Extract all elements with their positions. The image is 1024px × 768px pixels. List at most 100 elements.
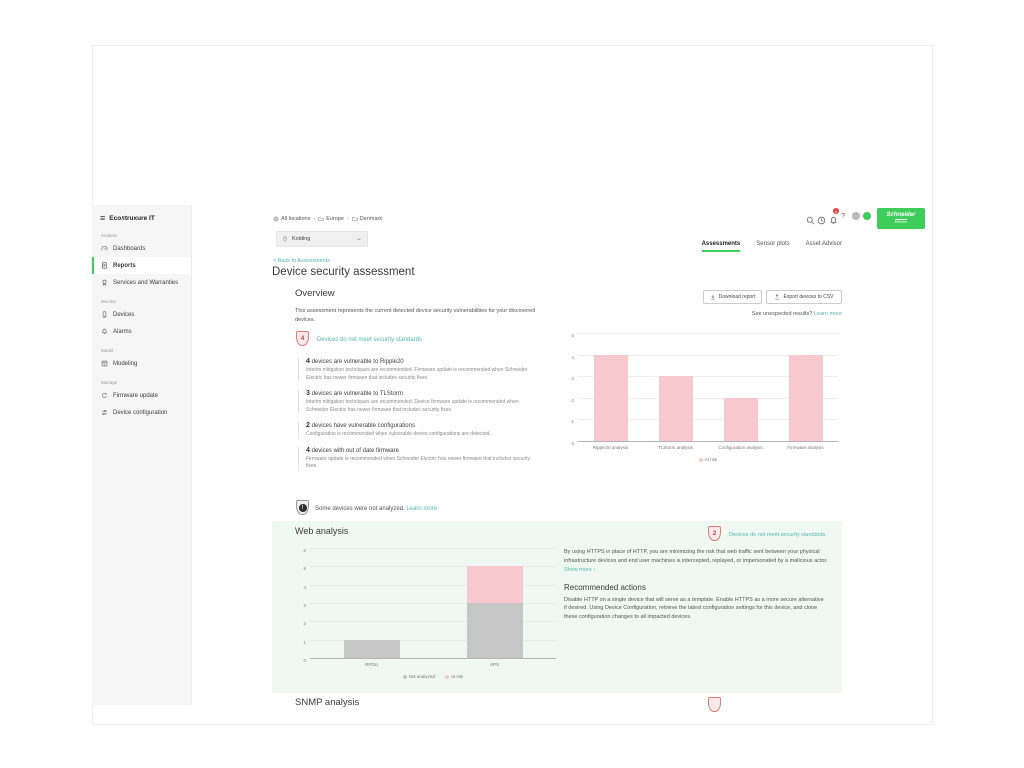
sidebar-item-label: Modeling: [113, 360, 138, 367]
notification-count-badge: 4: [833, 208, 839, 214]
location-select[interactable]: Kolding: [276, 231, 368, 247]
y-tick-label: 3: [303, 603, 306, 608]
device-icon: [102, 311, 107, 318]
not-analyzed-text: Some devices were not analyzed.: [315, 506, 405, 512]
recommended-actions-text: Disable HTTP on a single device that wil…: [564, 596, 824, 620]
folder-icon: [318, 217, 324, 222]
show-more-link[interactable]: Show more ›: [564, 567, 596, 574]
sliders-icon: [102, 410, 107, 415]
sidebar-item-label: Alarms: [113, 328, 132, 335]
download-report-button[interactable]: Download report: [703, 290, 762, 304]
chart-legend: Not analyzed At risk: [310, 674, 556, 679]
sidebar-item-label: Device configuration: [113, 409, 168, 416]
status-green-dot-icon[interactable]: [863, 212, 871, 220]
breadcrumb-denmark[interactable]: Denmark: [352, 216, 382, 222]
sidebar-item-device-configuration[interactable]: Device configuration: [92, 404, 191, 421]
x-category-label: UPS: [489, 662, 500, 667]
web-analysis-detail: By using HTTPS in place of HTTP, you are…: [564, 548, 828, 621]
sidebar-item-modeling[interactable]: Modeling: [92, 355, 191, 372]
finding-title: devices with out of date firmware: [311, 447, 399, 454]
sidebar-item-reports[interactable]: Reports: [92, 257, 191, 274]
report-tabs: Assessments Sensor plots Asset Advisor: [560, 241, 842, 252]
bar-segment-at-risk: [593, 354, 628, 441]
sidebar-item-label: Services and Warranties: [113, 279, 179, 286]
bar-segment-not-analyzed: [466, 603, 523, 658]
finding-configurations: 2 devices have vulnerable configurations…: [298, 422, 550, 439]
help-icon[interactable]: ?: [841, 211, 846, 220]
breadcrumb-europe[interactable]: Europe: [318, 216, 344, 222]
search-icon[interactable]: [806, 212, 815, 225]
legend-item: At risk: [698, 457, 717, 462]
export-icon: [775, 294, 780, 300]
vulnerability-findings-list: 4 devices are vulnerable to Ripple20 Int…: [298, 358, 550, 479]
y-tick-label: 1: [571, 419, 574, 425]
tab-sensor-plots[interactable]: Sensor plots: [756, 241, 790, 247]
x-category-label: Firmware analysis: [787, 445, 824, 450]
sidebar-item-services-and-warranties[interactable]: Services and Warranties: [92, 274, 191, 291]
gridline: [578, 376, 838, 378]
unexpected-results-note: See unexpected results? Learn more: [600, 310, 842, 319]
hamburger-menu-icon[interactable]: ≡: [100, 213, 106, 223]
globe-icon: [273, 216, 279, 222]
chart-legend: At risk: [578, 457, 838, 462]
export-devices-csv-button[interactable]: Export devices to CSV: [766, 290, 842, 304]
learn-more-link[interactable]: Learn more: [406, 506, 438, 512]
finding-description: Configuration is recommended when vulner…: [306, 431, 491, 437]
legend-color-dot: [444, 674, 449, 679]
breadcrumb: All locations › Europe › Denmark: [273, 216, 382, 222]
sidebar-section-analyze: Analyze: [101, 233, 118, 238]
security-risk-shield-badge: 4: [296, 331, 309, 346]
tab-asset-advisor[interactable]: Asset Advisor: [805, 241, 842, 247]
back-to-assessments-link[interactable]: < Back to Assessments: [273, 258, 331, 264]
folder-icon: [352, 217, 358, 222]
x-category-label: Configuration analysis: [718, 445, 763, 450]
breadcrumb-separator: ›: [346, 216, 349, 222]
snmp-risk-shield-badge: [708, 697, 721, 712]
web-security-standards-label: Devices do not meet security standards: [729, 532, 826, 538]
modeling-layout-icon: [101, 360, 108, 367]
sidebar: ≡ EcoStruxure IT Analyze Dashboards Repo…: [92, 205, 192, 705]
sidebar-item-dashboards[interactable]: Dashboards: [92, 240, 191, 257]
brand-line2: Electric: [894, 218, 908, 225]
finding-description: Interim mitigation techniques are recomm…: [306, 367, 528, 381]
y-tick-label: 2: [571, 397, 574, 403]
bar-segment-not-analyzed: [343, 639, 400, 658]
sidebar-item-devices[interactable]: Devices: [92, 306, 191, 323]
unexpected-results-text: See unexpected results?: [751, 311, 813, 317]
logo-suffix: truxure IT: [124, 215, 155, 222]
finding-description: Firmware update is recommended when Schn…: [306, 455, 530, 470]
y-tick-label: 5: [303, 566, 306, 572]
sidebar-item-alarms[interactable]: Alarms: [92, 323, 191, 340]
user-avatar[interactable]: [852, 212, 860, 220]
tab-assessments[interactable]: Assessments: [701, 241, 741, 252]
gridline: [310, 584, 556, 586]
logo-prefix: Eco: [109, 215, 122, 222]
schneider-electric-logo: Schneider Electric: [877, 208, 925, 229]
sidebar-item-label: Devices: [113, 311, 135, 318]
history-clock-icon[interactable]: [817, 212, 826, 225]
location-select-value: Kolding: [292, 236, 311, 242]
brand-line1: Schneider: [886, 212, 916, 219]
web-analysis-heading: Web analysis: [295, 526, 349, 536]
finding-title: devices are vulnerable to TLStorm: [311, 391, 403, 397]
legend-item: At risk: [444, 674, 463, 679]
bar-segment-at-risk: [723, 397, 758, 441]
download-icon: [710, 294, 715, 300]
y-tick-label: 0: [571, 441, 574, 446]
finding-firmware: 4 devices with out of date firmware Firm…: [298, 446, 550, 471]
overview-risk-bar-chart: 0 1 2 3 4 5 Ripple20 analysis TLStorm analysis…: [566, 330, 842, 465]
sidebar-item-label: Reports: [113, 262, 136, 269]
learn-more-link[interactable]: Learn more: [813, 311, 842, 317]
gridline: [578, 354, 838, 356]
sidebar-item-firmware-update[interactable]: Firmware update: [92, 387, 191, 404]
sidebar-item-label: Firmware update: [113, 392, 159, 399]
y-tick-label: 6: [303, 548, 306, 553]
medal-icon: [102, 279, 107, 286]
y-tick-label: 3: [571, 376, 574, 382]
breadcrumb-all-locations[interactable]: All locations: [273, 216, 310, 222]
finding-title: devices have vulnerable configurations: [311, 423, 415, 429]
legend-item: Not analyzed: [402, 674, 435, 679]
overview-heading: Overview: [295, 288, 335, 299]
notifications-bell-icon[interactable]: [829, 212, 838, 224]
location-pin-icon: [283, 236, 287, 242]
